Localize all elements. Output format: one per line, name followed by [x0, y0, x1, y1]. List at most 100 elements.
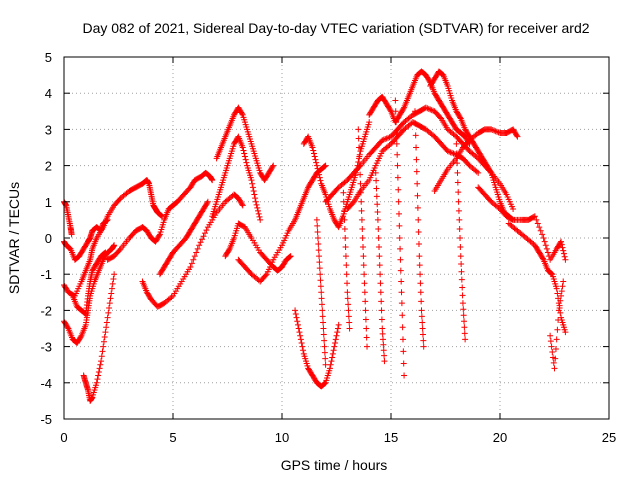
data-point [335, 321, 342, 328]
data-point [101, 333, 108, 340]
data-point [455, 189, 462, 196]
data-point [241, 153, 248, 160]
data-point [341, 207, 348, 214]
data-point [427, 106, 434, 113]
data-point [394, 174, 401, 181]
data-point [329, 354, 336, 361]
data-point [293, 314, 300, 321]
data-point [299, 343, 306, 350]
data-point [357, 189, 364, 196]
data-point [318, 289, 325, 296]
data-point [252, 198, 259, 205]
data-point [544, 249, 551, 256]
data-point [108, 285, 115, 292]
data-point [361, 289, 368, 296]
data-point [96, 365, 103, 372]
data-point [378, 307, 385, 314]
data-point [380, 341, 387, 348]
data-point [187, 263, 194, 270]
y-tick-label: 2 [45, 159, 52, 174]
series-drop-4 [392, 97, 408, 379]
data-point [382, 136, 389, 143]
data-point [320, 325, 327, 332]
data-point [559, 244, 566, 251]
data-point [418, 298, 425, 305]
data-point [561, 253, 568, 260]
data-point [332, 339, 339, 346]
data-point [239, 110, 246, 117]
series-trace-6 [80, 271, 118, 404]
series-trace-3 [61, 177, 166, 299]
data-point [508, 216, 515, 223]
data-point [398, 289, 405, 296]
data-point [419, 319, 426, 326]
data-point [316, 171, 323, 178]
data-point [168, 294, 175, 301]
data-point [547, 338, 554, 345]
data-point [366, 119, 373, 126]
tick-layer: 0 5 10 15 20 25 -5 -4 -3 -2 -1 0 1 2 3 4 5 [40, 50, 616, 445]
data-point [462, 336, 469, 343]
data-point [418, 313, 425, 320]
series-trace-9 [139, 191, 246, 310]
data-point [558, 241, 565, 248]
data-point [460, 312, 467, 319]
data-point [555, 317, 562, 324]
data-point [364, 343, 371, 350]
data-point [459, 300, 466, 307]
data-point [250, 187, 257, 194]
data-point [413, 156, 420, 163]
data-point [68, 231, 75, 238]
data-point [292, 311, 299, 318]
data-point [298, 339, 305, 346]
data-point [453, 150, 460, 157]
data-point [346, 319, 353, 326]
data-point [554, 290, 561, 297]
data-point [454, 160, 461, 167]
data-point [344, 289, 351, 296]
data-point [297, 332, 304, 339]
data-point [240, 147, 247, 154]
data-point [457, 114, 464, 121]
data-point [100, 338, 107, 345]
series-trace-12 [222, 220, 294, 274]
data-point [286, 253, 293, 260]
y-tick-label: 0 [45, 231, 52, 246]
x-axis-label: GPS time / hours [281, 457, 388, 473]
data-point [314, 165, 321, 172]
data-point [457, 244, 464, 251]
series-drop-7 [340, 180, 353, 332]
series-trace-11 [209, 133, 264, 223]
data-point [294, 318, 301, 325]
data-point [108, 290, 115, 297]
data-point [204, 198, 211, 205]
x-tick-label: 25 [602, 430, 616, 445]
data-point [414, 204, 421, 211]
data-point [322, 355, 329, 362]
data-point [379, 325, 386, 332]
data-point [322, 162, 329, 169]
data-point [203, 227, 210, 234]
data-point [396, 235, 403, 241]
data-point [190, 256, 197, 263]
data-point [103, 319, 110, 326]
data-point [549, 349, 556, 356]
data-point [378, 316, 385, 323]
data-point [64, 324, 71, 331]
data-point [376, 253, 383, 260]
data-point [294, 321, 301, 328]
data-point [363, 334, 370, 341]
data-point [111, 271, 118, 278]
data-point [204, 200, 211, 207]
data-point [392, 108, 399, 115]
data-point [345, 301, 352, 308]
data-point [286, 254, 293, 261]
data-point [199, 236, 206, 243]
data-point [531, 213, 538, 220]
data-point [444, 148, 451, 155]
data-point [374, 201, 381, 208]
data-point [248, 177, 255, 184]
data-point [399, 336, 406, 343]
data-point [356, 144, 363, 151]
series-trace-20 [431, 126, 521, 194]
